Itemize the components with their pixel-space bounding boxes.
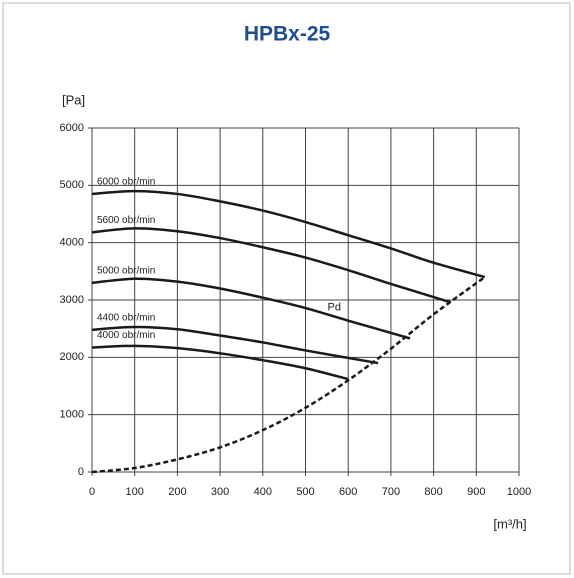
line: [91, 189, 486, 279]
y-tick-label: 6000: [60, 122, 84, 134]
series-label: 5000 obr/min: [97, 265, 155, 276]
y-tick-label: 3000: [60, 294, 84, 306]
x-tick-label: 500: [296, 486, 314, 498]
x-tick-label: 1000: [507, 486, 531, 498]
line: [91, 276, 486, 474]
x-axis-label: [m³/h]: [493, 516, 526, 531]
y-tick-label: 4000: [60, 237, 84, 249]
y-tick-label: 2000: [60, 351, 84, 363]
line: [91, 227, 452, 304]
line: [91, 277, 411, 340]
x-tick-label: 600: [339, 486, 357, 498]
x-tick-label: 700: [382, 486, 400, 498]
y-tick-label: 1000: [60, 409, 84, 421]
x-tick-label: 400: [254, 486, 272, 498]
series-label: 4000 obr/min: [97, 330, 155, 341]
series-label: Pd: [328, 302, 341, 314]
series-label: 4400 obr/min: [97, 312, 155, 323]
y-tick-label: 0: [78, 466, 84, 478]
x-tick-label: 100: [126, 486, 144, 498]
x-tick-label: 900: [467, 486, 485, 498]
line: [91, 344, 349, 381]
x-tick-label: 0: [89, 486, 95, 498]
chart-title: HPBx-25: [244, 23, 331, 46]
y-tick-label: 5000: [60, 179, 84, 191]
series-label: 6000 obr/min: [97, 177, 155, 188]
y-axis-label: [Pa]: [62, 92, 85, 107]
line: [91, 325, 379, 365]
x-tick-label: 300: [211, 486, 229, 498]
series-label: 5600 obr/min: [97, 215, 155, 226]
x-tick-label: 200: [168, 486, 186, 498]
x-tick-label: 800: [424, 486, 442, 498]
